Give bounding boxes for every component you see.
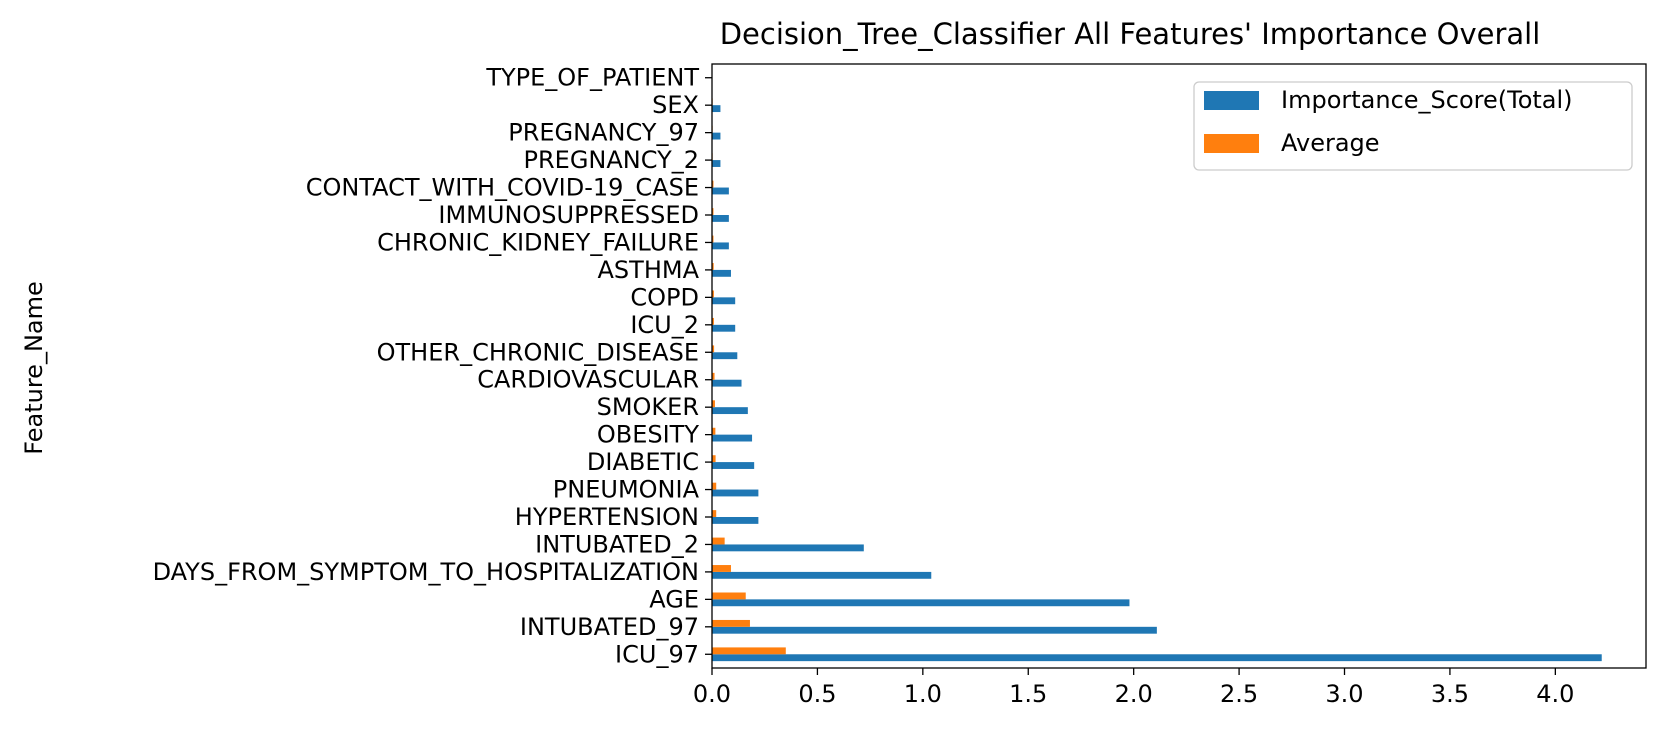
bar-average-diabetic [712, 455, 716, 463]
bar-total-contact-with-covid-19-case [712, 187, 729, 195]
bar-average-icu-2 [712, 317, 714, 325]
bar-average-immunosuppressed [712, 208, 714, 215]
bar-average-contact-with-covid-19-case [712, 180, 714, 188]
y-tick-label: ICU_97 [615, 640, 699, 668]
x-ticks-group: 0.0 0.5 1.0 1.5 2.0 2.5 3.0 3.5 4.0 [693, 668, 1574, 708]
x-tick-label: 2.0 [1115, 680, 1153, 708]
y-tick-label: SMOKER [597, 393, 699, 421]
bar-average-other-chronic-disease [712, 345, 715, 353]
bar-total-immunosuppressed [712, 215, 729, 222]
bar-total-hypertension [712, 517, 759, 524]
y-tick-label: CHRONIC_KIDNEY_FAILURE [377, 228, 699, 256]
x-tick-label: 1.5 [1009, 680, 1047, 708]
bar-average-days-from-symptom-to-hospitalization [712, 565, 731, 572]
x-tick-label: 2.5 [1220, 680, 1258, 708]
y-tick-label: ASTHMA [598, 256, 700, 284]
bar-average-asthma [712, 263, 714, 270]
x-tick-label: 4.0 [1536, 680, 1574, 708]
bar-total-obesity [712, 434, 753, 442]
bar-total-other-chronic-disease [712, 352, 738, 360]
legend-box [1193, 81, 1633, 171]
bar-average-pneumonia [712, 482, 717, 490]
bar-average-icu-97 [712, 647, 786, 655]
bar-average-hypertension [712, 510, 717, 517]
bar-average-intubated-2 [712, 537, 725, 545]
bar-total-asthma [712, 269, 731, 277]
bar-average-age [712, 592, 746, 600]
x-tick-label: 0.5 [798, 680, 836, 708]
bar-average-copd [712, 290, 714, 298]
bar-total-smoker [712, 407, 748, 415]
legend-swatch-total [1204, 91, 1259, 110]
y-tick-label: CONTACT_WITH_COVID-19_CASE [306, 174, 699, 202]
y-tick-label: INTUBATED_97 [520, 613, 699, 641]
chart-title: Decision_Tree_Classifier All Features' I… [720, 17, 1541, 51]
y-tick-label: PREGNANCY_2 [524, 146, 700, 174]
bar-total-age [712, 599, 1130, 607]
y-tick-label: PNEUMONIA [553, 476, 700, 504]
bar-average-obesity [712, 427, 716, 435]
bar-total-intubated-97 [712, 626, 1157, 634]
y-tick-label: DAYS_FROM_SYMPTOM_TO_HOSPITALIZATION [153, 558, 699, 586]
y-axis-label: Feature_Name [20, 281, 48, 455]
bar-average-chronic-kidney-failure [712, 235, 714, 243]
bar-total-sex [712, 105, 721, 113]
x-tick-label: 1.0 [904, 680, 942, 708]
legend-label-total: Importance_Score(Total) [1281, 86, 1573, 114]
bars-group [712, 98, 1602, 662]
bar-total-chronic-kidney-failure [712, 242, 729, 250]
bar-total-intubated-2 [712, 544, 864, 552]
bar-total-pregnancy-2 [712, 160, 721, 167]
y-tick-label: OTHER_CHRONIC_DISEASE [377, 338, 699, 366]
y-tick-label: IMMUNOSUPPRESSED [438, 201, 699, 229]
bar-total-icu-2 [712, 324, 736, 332]
x-tick-label: 3.5 [1431, 680, 1469, 708]
bar-total-pneumonia [712, 489, 759, 497]
y-tick-label: HYPERTENSION [515, 503, 699, 531]
plot-frame [711, 63, 1647, 669]
y-tick-label: OBESITY [597, 421, 699, 449]
y-tick-label: AGE [649, 585, 699, 613]
y-ticks-group: ICU_97INTUBATED_97AGEDAYS_FROM_SYMPTOM_T… [153, 64, 712, 668]
bar-total-icu-97 [712, 654, 1602, 662]
legend: Importance_Score(Total) Average [1193, 81, 1633, 171]
bar-total-days-from-symptom-to-hospitalization [712, 571, 932, 579]
legend-label-average: Average [1281, 129, 1380, 157]
bar-average-cardiovascular [712, 372, 715, 380]
bar-total-diabetic [712, 462, 755, 469]
x-tick-label: 3.0 [1325, 680, 1363, 708]
bar-total-pregnancy-97 [712, 132, 721, 140]
y-tick-label: DIABETIC [587, 448, 699, 476]
y-tick-label: SEX [652, 91, 699, 119]
y-tick-label: INTUBATED_2 [535, 530, 699, 558]
bar-average-intubated-97 [712, 619, 750, 627]
y-tick-label: PREGNANCY_97 [508, 119, 699, 147]
x-tick-label: 0.0 [693, 680, 731, 708]
bar-average-smoker [712, 400, 715, 408]
y-tick-label: TYPE_OF_PATIENT [485, 64, 699, 92]
y-tick-label: CARDIOVASCULAR [477, 366, 699, 394]
bar-total-cardiovascular [712, 379, 742, 387]
y-tick-label: ICU_2 [630, 311, 699, 339]
y-tick-label: COPD [630, 283, 699, 311]
bar-total-copd [712, 297, 736, 305]
legend-swatch-average [1204, 134, 1259, 153]
